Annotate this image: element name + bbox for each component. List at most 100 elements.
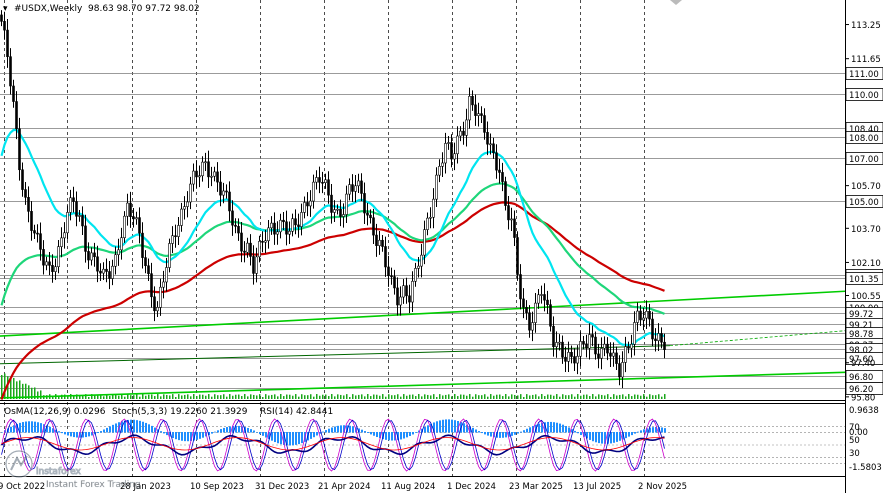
candle-body (627, 346, 630, 349)
candle-body (159, 286, 162, 308)
osma-bar (352, 426, 354, 433)
candle-body (21, 169, 24, 190)
volume-bar (277, 396, 279, 399)
candle-body (141, 232, 144, 258)
candle-body (339, 208, 342, 217)
volume-bar (220, 395, 222, 399)
osma-bar (526, 428, 528, 433)
volume-bar (457, 396, 459, 399)
candle-body (603, 343, 606, 349)
volume-bar (484, 394, 486, 399)
volume-bar (607, 394, 609, 399)
price-tick-label: 113.25 (851, 21, 881, 31)
candle-body (375, 234, 378, 246)
candle-body (609, 352, 612, 357)
watermark-tagline: Instant Forex Trading (46, 480, 141, 490)
osma-bar (10, 426, 12, 433)
candle-body (231, 210, 234, 226)
candle-body (279, 219, 282, 233)
osma-bar (226, 427, 228, 433)
volume-bar (157, 394, 159, 399)
volume-bar (283, 396, 285, 399)
candle-body (501, 172, 504, 182)
time-axis-label: 13 Jul 2025 (573, 482, 621, 492)
candle-body (567, 351, 570, 362)
osma-bar (328, 428, 330, 433)
candle-body (6, 29, 9, 57)
osma-bar (283, 432, 285, 445)
candle-body (615, 352, 618, 364)
candle-body (270, 222, 273, 229)
candle-body (444, 143, 447, 164)
osma-bar (139, 420, 141, 433)
osma-bar (415, 432, 417, 433)
candle-body (147, 265, 150, 274)
osma-bar (25, 421, 27, 433)
volume-bar (13, 377, 15, 399)
candle-body (306, 202, 309, 207)
candle-body (297, 224, 300, 227)
volume-bar (211, 396, 213, 399)
osma-bar (112, 424, 114, 433)
volume-bar (499, 394, 501, 399)
ema-fast-line (0, 128, 665, 347)
osma-bar (529, 427, 531, 433)
osma-bar (313, 432, 315, 438)
osma-bar (418, 430, 420, 433)
chart-shift-icon[interactable] (670, 0, 682, 5)
candle-body (138, 217, 141, 234)
candle-body (402, 285, 405, 298)
volume-bar (346, 394, 348, 399)
candle-body (291, 218, 294, 232)
osma-bar (91, 432, 93, 436)
candle-body (81, 215, 84, 227)
volume-bar (379, 395, 381, 399)
candle-body (435, 174, 438, 200)
osma-bar (127, 419, 129, 433)
candle-body (273, 222, 276, 235)
candle-body (102, 268, 105, 274)
candle-body (414, 268, 417, 282)
volume-bar (298, 396, 300, 399)
osma-bar (232, 425, 234, 433)
candle-body (354, 185, 357, 192)
candle-body (264, 240, 267, 243)
osma-bar (184, 432, 186, 442)
volume-bar (280, 394, 282, 399)
volume-bar (643, 394, 645, 399)
indicator-scale-label: 30 (849, 449, 860, 459)
volume-bar (616, 395, 618, 399)
osma-bar (358, 428, 360, 433)
candle-body (471, 95, 474, 106)
osma-bar (631, 432, 633, 436)
candle-body (36, 232, 39, 235)
osma-bar (568, 427, 570, 433)
volume-bar (85, 394, 87, 399)
candle-body (150, 273, 153, 298)
candle-body (39, 233, 42, 250)
volume-bar (4, 373, 6, 399)
level-label-box (845, 152, 883, 165)
volume-bar (58, 395, 60, 399)
candle-body (516, 237, 519, 275)
candle-body (468, 95, 471, 121)
candle-body (165, 267, 168, 283)
volume-bar (409, 394, 411, 399)
candle-body (582, 341, 585, 345)
price-tick-label: 100.55 (851, 292, 881, 302)
osma-bar (157, 429, 159, 433)
volume-bar (358, 394, 360, 399)
candle-body (99, 270, 102, 274)
candle-body (660, 333, 663, 343)
osma-bar (340, 425, 342, 433)
volume-bar (268, 395, 270, 399)
candle-body (30, 211, 33, 231)
candle-body (606, 343, 609, 354)
price-tick-label: 95.80 (851, 393, 875, 403)
candle-body (420, 254, 423, 267)
osma-bar (550, 421, 552, 433)
candle-body (222, 190, 225, 196)
candle-body (225, 190, 228, 193)
price-tick-label: 105.70 (851, 182, 881, 192)
osma-bar (310, 432, 312, 439)
